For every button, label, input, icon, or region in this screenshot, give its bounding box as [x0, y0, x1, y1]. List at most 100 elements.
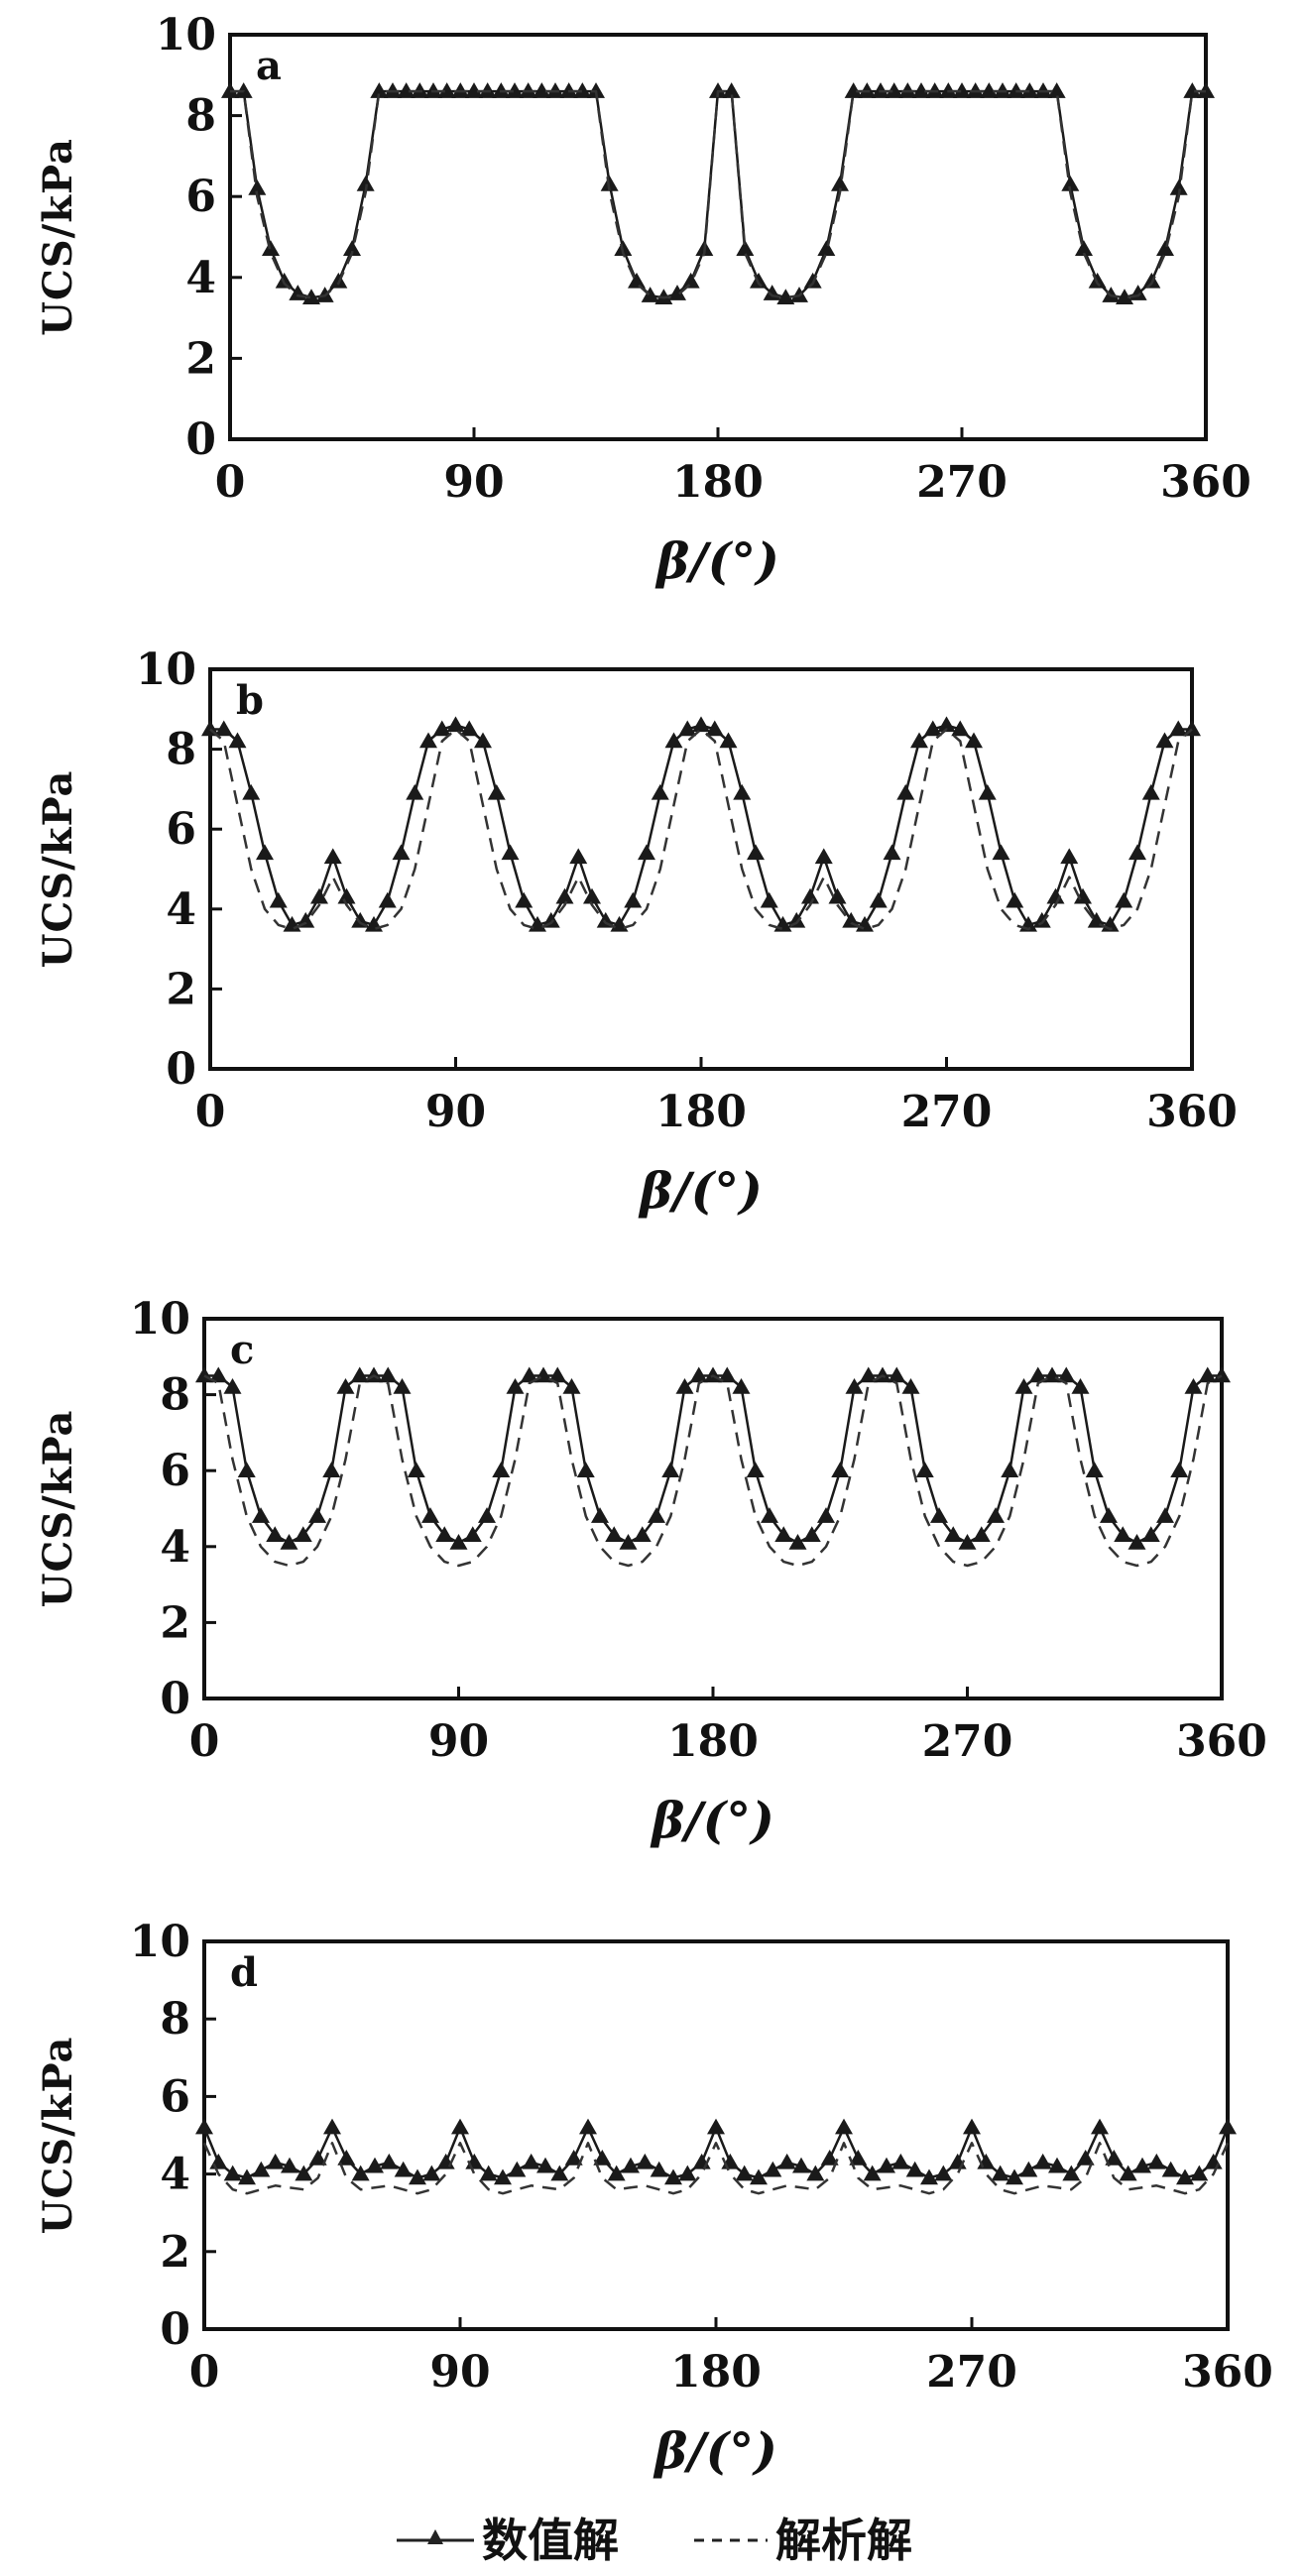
data-point-numerical	[624, 891, 643, 908]
data-point-numerical	[1061, 175, 1080, 191]
data-point-numerical	[845, 1377, 864, 1394]
data-point-numerical	[802, 1526, 821, 1543]
data-point-numerical	[1105, 2149, 1124, 2166]
data-point-numerical	[1190, 2165, 1209, 2181]
data-point-numerical	[863, 2165, 882, 2181]
data-point-numerical	[280, 1533, 298, 1550]
data-point-numerical	[1057, 1366, 1076, 1383]
data-point-numerical	[978, 783, 997, 800]
data-point-numerical	[1088, 272, 1107, 289]
y-tick-label: 2	[166, 964, 196, 1014]
data-point-numerical	[607, 2165, 626, 2181]
data-point-numerical	[569, 848, 588, 865]
data-point-numerical	[1128, 844, 1146, 861]
data-point-numerical	[692, 716, 710, 733]
data-point-numerical	[915, 1462, 934, 1477]
data-point-numerical	[1074, 887, 1092, 904]
data-point-numerical	[1170, 1462, 1189, 1477]
x-tick-label: 0	[195, 1087, 226, 1137]
y-tick-label: 6	[160, 1446, 190, 1496]
data-point-numerical	[460, 720, 479, 737]
data-point-numerical	[774, 1526, 793, 1543]
data-point-numerical	[937, 716, 956, 733]
series-line-analytical	[209, 728, 1193, 931]
data-point-numerical	[896, 783, 915, 800]
data-point-numerical	[446, 716, 465, 733]
data-point-numerical	[905, 2161, 924, 2177]
x-axis-label: β/(°)	[652, 2421, 777, 2480]
data-point-numerical	[707, 2118, 725, 2135]
data-point-numerical	[930, 1507, 948, 1523]
y-tick-label: 10	[136, 644, 196, 695]
data-point-numerical	[1091, 2118, 1109, 2135]
data-point-numerical	[564, 2149, 583, 2166]
data-point-numerical	[506, 1377, 525, 1394]
data-point-numerical	[746, 1462, 765, 1477]
x-tick-label: 0	[189, 1716, 220, 1767]
data-point-numerical	[689, 1366, 708, 1383]
data-point-numerical	[494, 2168, 512, 2185]
data-point-numerical	[533, 82, 551, 98]
series-line-analytical	[203, 1374, 1223, 1568]
data-point-numerical	[323, 848, 342, 865]
data-point-numerical	[732, 1377, 751, 1394]
data-point-numerical	[1141, 783, 1160, 800]
legend-numerical-marker	[427, 2529, 443, 2544]
data-point-numerical	[370, 82, 389, 98]
data-point-numerical	[506, 82, 524, 98]
series-line-numerical	[210, 724, 1192, 927]
data-point-numerical	[252, 2161, 271, 2177]
data-point-numerical	[1204, 2153, 1223, 2169]
y-tick-label: 10	[130, 1917, 190, 1967]
x-tick-label: 90	[428, 1716, 489, 1767]
data-point-numerical	[308, 2149, 327, 2166]
data-point-numerical	[678, 720, 697, 737]
data-point-numerical	[310, 887, 328, 904]
data-point-numerical	[1141, 1526, 1160, 1543]
data-point-numerical	[760, 891, 778, 908]
panel-label: a	[256, 43, 282, 89]
data-point-numerical	[576, 1462, 595, 1477]
data-point-numerical	[718, 1366, 737, 1383]
y-tick-label: 0	[185, 414, 216, 465]
data-point-numerical	[869, 891, 888, 908]
data-point-numerical	[681, 272, 700, 289]
chart-panel-d: 0 2 4 6 8 10 0 90 180 270 360 d UCS/kPa β/(°)	[35, 1917, 1273, 2480]
data-point-numerical	[393, 1377, 412, 1394]
data-point-numerical	[281, 2157, 298, 2173]
data-point-numerical	[451, 2118, 469, 2135]
x-tick-label: 90	[443, 457, 504, 508]
data-point-numerical	[214, 720, 233, 737]
y-tick-label: 10	[130, 1294, 190, 1345]
y-tick-label: 4	[160, 1522, 190, 1573]
data-point-numerical	[1116, 289, 1133, 304]
data-point-numerical	[1100, 1507, 1118, 1523]
data-point-numerical	[351, 2165, 370, 2181]
y-tick-label: 6	[160, 2071, 190, 2122]
data-point-numerical	[972, 1526, 991, 1543]
data-point-numerical	[788, 1533, 807, 1550]
data-point-numerical	[256, 844, 274, 861]
data-point-numerical	[963, 2118, 981, 2135]
data-point-numerical	[761, 1507, 778, 1523]
legend: 数值解 解析解	[397, 2514, 912, 2567]
data-point-numerical	[579, 2118, 597, 2135]
x-tick-label: 0	[215, 457, 246, 508]
data-point-numerical	[536, 2157, 554, 2173]
data-point-numerical	[465, 82, 483, 98]
data-point-numerical	[1115, 891, 1133, 908]
data-point-numerical	[356, 175, 375, 191]
data-point-numerical	[651, 783, 669, 800]
data-point-numerical	[1169, 179, 1188, 195]
data-point-numerical	[223, 2165, 242, 2181]
data-point-numerical	[633, 1526, 652, 1543]
data-point-numerical	[622, 2157, 640, 2173]
x-axis-label: β/(°)	[650, 1791, 774, 1849]
data-point-numerical	[980, 82, 999, 98]
data-point-numerical	[487, 783, 506, 800]
data-point-numerical	[366, 2157, 384, 2173]
y-tick-label: 0	[160, 2304, 190, 2355]
data-point-numerical	[719, 732, 738, 749]
panel-label: b	[236, 677, 264, 724]
